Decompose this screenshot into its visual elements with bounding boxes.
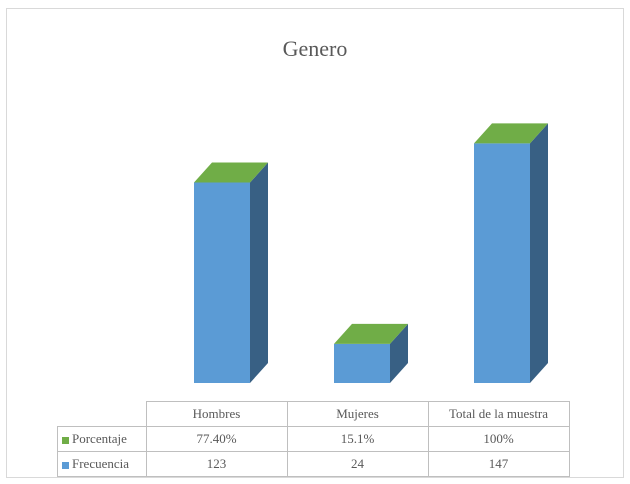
data-label: 123 <box>145 451 288 477</box>
series-name: Porcentaje <box>72 431 127 446</box>
data-label: 24 <box>286 451 429 477</box>
data-label: 15.1% <box>286 426 429 452</box>
series-name: Frecuencia <box>72 456 130 471</box>
bar-frecuencia-side <box>530 123 548 383</box>
bar-porcentaje-cap <box>334 323 408 344</box>
legend-swatch-porcentaje <box>62 436 69 444</box>
category-label: Mujeres <box>286 401 429 427</box>
legend-entry-frecuencia: Frecuencia <box>57 451 147 477</box>
bar-porcentaje-cap <box>474 123 548 144</box>
category-label: Total de la muestra <box>427 401 570 427</box>
bar-frecuencia-front <box>194 182 250 383</box>
bar-porcentaje-cap <box>194 162 268 183</box>
bar-frecuencia-front <box>474 143 530 383</box>
table-row: Frecuencia 123 24 147 <box>57 451 570 477</box>
data-label: 147 <box>427 451 570 477</box>
bar-frecuencia-side <box>390 323 408 383</box>
table-header-row: Hombres Mujeres Total de la muestra <box>57 401 570 427</box>
category-label: Hombres <box>145 401 288 427</box>
legend-swatch-frecuencia <box>62 461 69 469</box>
table-row: Porcentaje 77.40% 15.1% 100% <box>57 426 570 452</box>
bar-frecuencia-front <box>334 343 390 383</box>
chart-title: Genero <box>282 36 348 61</box>
legend-entry-porcentaje: Porcentaje <box>57 426 147 452</box>
bar-frecuencia-side <box>250 162 268 383</box>
data-label: 77.40% <box>145 426 288 452</box>
data-table: Hombres Mujeres Total de la muestra Porc… <box>57 401 570 477</box>
data-label: 100% <box>427 426 570 452</box>
table-corner <box>57 401 147 427</box>
